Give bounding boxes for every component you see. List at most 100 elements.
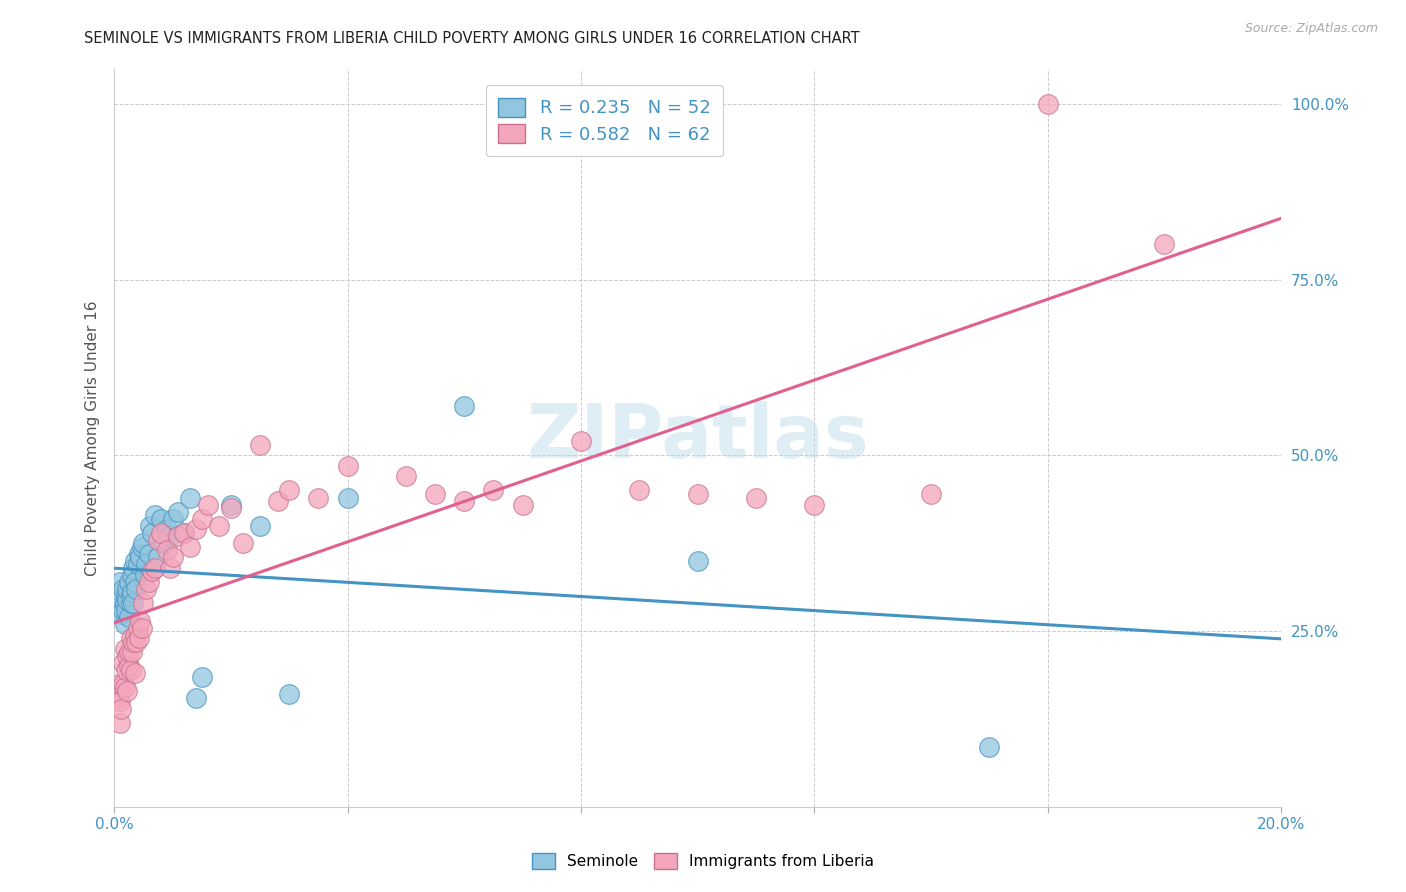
Point — [686, 554, 709, 568]
Point — [128, 547, 150, 561]
Point — [139, 518, 162, 533]
Point — [114, 681, 136, 695]
Point — [111, 582, 134, 596]
Point — [219, 501, 242, 516]
Point — [124, 628, 146, 642]
Point — [266, 494, 288, 508]
Point — [453, 399, 475, 413]
Point — [120, 663, 142, 677]
Point — [111, 677, 134, 691]
Point — [307, 491, 329, 505]
Point — [208, 518, 231, 533]
Point — [167, 529, 190, 543]
Point — [232, 536, 254, 550]
Point — [124, 554, 146, 568]
Point — [249, 438, 271, 452]
Point — [108, 694, 131, 708]
Point — [745, 491, 768, 505]
Point — [159, 529, 181, 543]
Text: ZIPatlas: ZIPatlas — [526, 401, 869, 475]
Point — [120, 589, 142, 603]
Point — [512, 498, 534, 512]
Point — [121, 561, 143, 575]
Point — [146, 550, 169, 565]
Legend: Seminole, Immigrants from Liberia: Seminole, Immigrants from Liberia — [526, 847, 880, 875]
Point — [132, 536, 155, 550]
Point — [121, 596, 143, 610]
Point — [121, 634, 143, 648]
Point — [162, 550, 184, 565]
Legend: R = 0.235   N = 52, R = 0.582   N = 62: R = 0.235 N = 52, R = 0.582 N = 62 — [485, 85, 723, 156]
Point — [1153, 237, 1175, 252]
Point — [190, 511, 212, 525]
Point — [135, 582, 157, 596]
Point — [159, 561, 181, 575]
Point — [108, 574, 131, 589]
Point — [138, 574, 160, 589]
Point — [423, 487, 446, 501]
Point — [120, 596, 142, 610]
Point — [336, 491, 359, 505]
Point — [278, 688, 301, 702]
Point — [149, 511, 172, 525]
Point — [141, 525, 163, 540]
Point — [249, 518, 271, 533]
Point — [110, 701, 132, 715]
Point — [114, 641, 136, 656]
Point — [121, 585, 143, 599]
Text: SEMINOLE VS IMMIGRANTS FROM LIBERIA CHILD POVERTY AMONG GIRLS UNDER 16 CORRELATI: SEMINOLE VS IMMIGRANTS FROM LIBERIA CHIL… — [84, 31, 860, 46]
Text: Source: ZipAtlas.com: Source: ZipAtlas.com — [1244, 22, 1378, 36]
Point — [146, 533, 169, 547]
Point — [138, 547, 160, 561]
Point — [453, 494, 475, 508]
Point — [125, 634, 148, 648]
Point — [162, 511, 184, 525]
Point — [115, 603, 138, 617]
Point — [121, 568, 143, 582]
Point — [132, 596, 155, 610]
Point — [118, 610, 141, 624]
Point — [131, 621, 153, 635]
Point — [118, 645, 141, 659]
Point — [115, 648, 138, 663]
Point — [118, 659, 141, 673]
Point — [167, 505, 190, 519]
Point — [110, 607, 132, 621]
Point — [115, 663, 138, 677]
Point — [173, 525, 195, 540]
Point — [115, 582, 138, 596]
Point — [569, 434, 592, 449]
Point — [143, 508, 166, 522]
Point — [803, 498, 825, 512]
Y-axis label: Child Poverty Among Girls Under 16: Child Poverty Among Girls Under 16 — [86, 300, 100, 575]
Point — [197, 498, 219, 512]
Point — [108, 592, 131, 607]
Point — [131, 540, 153, 554]
Point — [482, 483, 505, 498]
Point — [124, 666, 146, 681]
Point — [124, 574, 146, 589]
Point — [979, 740, 1001, 755]
Point — [143, 561, 166, 575]
Point — [111, 603, 134, 617]
Point — [179, 491, 201, 505]
Point — [118, 574, 141, 589]
Point — [336, 458, 359, 473]
Point — [141, 565, 163, 579]
Point — [105, 690, 128, 705]
Point — [173, 525, 195, 540]
Point — [152, 536, 174, 550]
Point — [219, 498, 242, 512]
Point — [129, 614, 152, 628]
Point — [127, 558, 149, 572]
Point — [179, 540, 201, 554]
Point — [108, 677, 131, 691]
Point — [108, 715, 131, 730]
Point — [156, 522, 179, 536]
Point — [114, 617, 136, 632]
Point — [115, 592, 138, 607]
Point — [184, 522, 207, 536]
Point — [108, 599, 131, 614]
Point — [114, 596, 136, 610]
Point — [920, 487, 942, 501]
